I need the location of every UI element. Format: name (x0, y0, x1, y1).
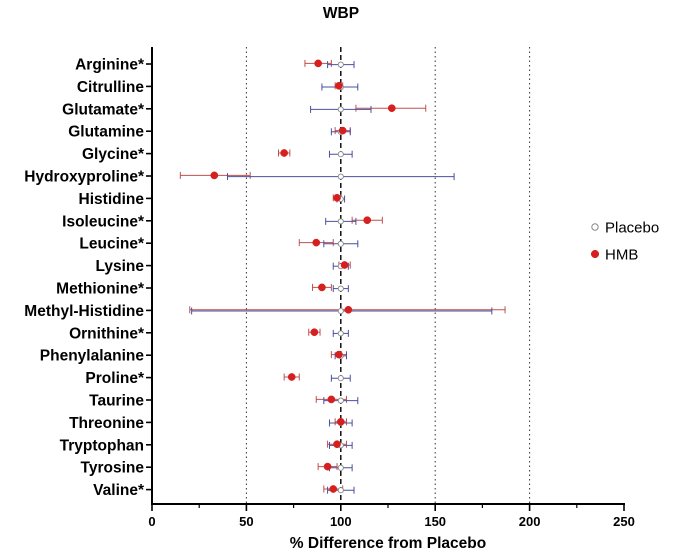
category-label-glutamine: Glutamine (68, 124, 144, 141)
x-tick-label-50: 50 (239, 514, 253, 529)
category-label-arginine: Arginine* (75, 57, 145, 74)
legend: Placebo HMB (590, 220, 659, 264)
hmb-point-isoleucine (363, 216, 372, 225)
placebo-point-valine (337, 487, 344, 494)
hmb-point-arginine (314, 59, 322, 68)
category-label-ornithine: Ornithine* (69, 325, 145, 342)
x-tick-label-150: 150 (424, 514, 446, 529)
placebo-point-taurine (337, 397, 344, 404)
category-label-threonine: Threonine (69, 415, 144, 432)
x-tick-label-250: 250 (613, 514, 635, 529)
placebo-point-ornithine (337, 330, 344, 337)
category-label-glutamate: Glutamate* (62, 101, 145, 118)
legend-marker-placebo (591, 223, 599, 231)
hmb-point-hydroxyproline (210, 171, 219, 180)
hmb-point-ornithine (310, 328, 319, 337)
placebo-point-arginine (337, 61, 344, 68)
hmb-point-phenylalanine (335, 350, 343, 359)
category-label-tyrosine: Tyrosine (81, 460, 145, 477)
category-labels: Arginine* Citrulline Glutamate* Glutamine Gl… (24, 57, 145, 500)
x-axis-title: % Difference from Placebo (290, 535, 486, 552)
hmb-point-methionine (318, 283, 326, 292)
placebo-point-tyrosine (337, 464, 344, 471)
hmb-point-glutamine (338, 126, 347, 135)
legend-label-hmb: HMB (605, 247, 638, 264)
x-tick-label-100: 100 (330, 514, 352, 529)
placebo-point-hydroxyproline (337, 173, 344, 180)
hmb-point-leucine (312, 238, 321, 247)
hmb-point-proline (287, 373, 296, 381)
chart-title: WBP (323, 5, 359, 22)
hmb-point-citrulline (335, 81, 343, 90)
category-label-isoleucine: Isoleucine* (62, 213, 145, 230)
hmb-point-tryptophan (333, 440, 341, 449)
placebo-point-methionine (337, 285, 344, 292)
category-label-lysine: Lysine (95, 258, 144, 275)
hmb-point-methyl-histidine (344, 305, 353, 314)
placebo-point-proline (337, 375, 344, 382)
category-label-phenylalanine: Phenylalanine (40, 348, 145, 365)
category-label-taurine: Taurine (89, 393, 144, 410)
hmb-point-valine (329, 485, 338, 493)
hmb-point-lysine (340, 261, 349, 269)
x-tick-label-200: 200 (519, 514, 541, 529)
placebo-point-leucine (337, 240, 344, 247)
hmb-point-tyrosine (323, 462, 332, 471)
category-label-proline: Proline* (85, 370, 145, 387)
category-label-hydroxyproline: Hydroxyproline* (24, 169, 145, 186)
hmb-point-threonine (336, 417, 345, 426)
axes: 0 50 100 150 200 250 (146, 47, 635, 529)
category-label-leucine: Leucine* (79, 236, 145, 253)
category-label-histidine: Histidine (79, 191, 145, 208)
legend-label-placebo: Placebo (605, 220, 659, 237)
placebo-point-glutamate (337, 106, 344, 113)
placebo-point-isoleucine (337, 218, 344, 225)
placebo-point-glycine (337, 151, 344, 158)
hmb-point-glycine (280, 149, 289, 157)
data-points (210, 59, 396, 494)
legend-marker-hmb (590, 249, 600, 259)
category-label-methyl-histidine: Methyl-Histidine (24, 303, 144, 320)
hmb-point-taurine (327, 395, 336, 404)
category-label-valine: Valine* (93, 482, 145, 499)
gridlines (245, 47, 531, 504)
hmb-point-glutamate (387, 104, 396, 113)
category-label-citrulline: Citrulline (77, 79, 145, 96)
hmb-point-histidine (333, 193, 341, 202)
placebo-point-methyl-histidine (337, 307, 344, 315)
error-bars (179, 59, 506, 494)
category-label-glycine: Glycine* (82, 146, 145, 163)
x-tick-label-0: 0 (148, 514, 155, 529)
category-label-tryptophan: Tryptophan (60, 437, 144, 454)
category-label-methionine: Methionine* (56, 281, 145, 298)
